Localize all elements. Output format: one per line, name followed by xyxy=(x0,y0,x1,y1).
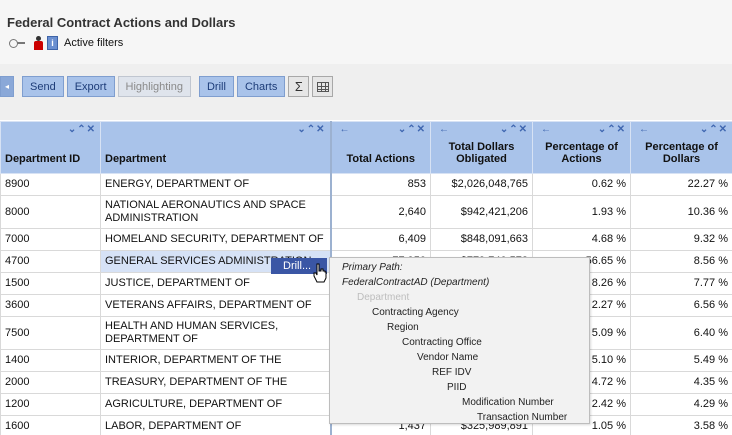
column-header[interactable]: ← ⌄⌃✕ Percentage of Actions xyxy=(532,121,631,174)
sort-controls-icon[interactable]: ⌄⌃✕ xyxy=(499,124,528,135)
table-cell[interactable]: TREASURY, DEPARTMENT OF THE xyxy=(100,371,331,394)
table-cell[interactable]: 4.68 % xyxy=(532,228,631,251)
table-view-icon[interactable] xyxy=(312,76,334,97)
column-header[interactable]: ⌄⌃✕ Department ID xyxy=(0,121,101,174)
sort-controls-icon[interactable]: ⌄⌃✕ xyxy=(297,124,326,135)
drill-menu-item[interactable]: PIID xyxy=(447,382,467,393)
drill-path-menu: Primary Path: FederalContractAD (Departm… xyxy=(329,257,590,424)
column-header[interactable]: ← ⌄⌃✕ Total Dollars Obligated xyxy=(430,121,533,174)
table-cell[interactable]: HEALTH AND HUMAN SERVICES, DEPARTMENT OF xyxy=(100,316,331,350)
table-cell[interactable]: LABOR, DEPARTMENT OF xyxy=(100,415,331,435)
table-cell[interactable]: 4700 xyxy=(0,250,101,273)
report-header: Federal Contract Actions and Dollars i A… xyxy=(0,0,732,64)
active-filters-label[interactable]: Active filters xyxy=(64,37,124,49)
table-cell[interactable]: 2,640 xyxy=(329,195,431,229)
table-cell[interactable]: $2,026,048,765 xyxy=(430,173,533,196)
user-icon[interactable] xyxy=(33,36,43,50)
send-button[interactable]: Send xyxy=(22,76,64,97)
move-left-icon[interactable]: ← xyxy=(639,124,650,135)
drill-menu-item[interactable]: Vendor Name xyxy=(417,352,479,363)
table-row[interactable]: 7000 HOMELAND SECURITY, DEPARTMENT OF 6,40… xyxy=(0,228,732,251)
table-cell[interactable]: 22.27 % xyxy=(630,173,732,196)
table-cell[interactable]: JUSTICE, DEPARTMENT OF xyxy=(100,272,331,295)
table-cell[interactable]: $848,091,663 xyxy=(430,228,533,251)
table-cell[interactable]: 8000 xyxy=(0,195,101,229)
table-cell[interactable]: 4.29 % xyxy=(630,393,732,416)
table-cell[interactable]: 6.40 % xyxy=(630,316,732,350)
table-cell[interactable]: AGRICULTURE, DEPARTMENT OF xyxy=(100,393,331,416)
hand-cursor-icon xyxy=(313,263,327,283)
table-cell[interactable]: NATIONAL AERONAUTICS AND SPACE ADMINISTR… xyxy=(100,195,331,229)
toolbar: ◂ Send Export Highlighting Drill Charts … xyxy=(0,76,336,97)
table-cell[interactable]: 1.93 % xyxy=(532,195,631,229)
table-cell[interactable]: 7500 xyxy=(0,316,101,350)
table-cell[interactable]: $942,421,206 xyxy=(430,195,533,229)
filters-bar: i Active filters xyxy=(9,35,123,51)
move-left-icon[interactable]: ← xyxy=(439,124,450,135)
table-cell[interactable]: 3.58 % xyxy=(630,415,732,435)
drill-popup-button[interactable]: Drill... xyxy=(271,258,327,274)
drill-menu-item[interactable]: REF IDV xyxy=(432,367,472,378)
table-row[interactable]: 8000 NATIONAL AERONAUTICS AND SPACE ADMIN… xyxy=(0,195,732,229)
table-cell[interactable]: 7000 xyxy=(0,228,101,251)
table-cell[interactable]: ENERGY, DEPARTMENT OF xyxy=(100,173,331,196)
table-cell[interactable]: 7.77 % xyxy=(630,272,732,295)
sort-controls-icon[interactable]: ⌄⌃✕ xyxy=(699,124,728,135)
column-header[interactable]: ⌄⌃✕ Department xyxy=(100,121,331,174)
table-row[interactable]: 8900 ENERGY, DEPARTMENT OF 853 $2,026,048,7… xyxy=(0,173,732,196)
table-cell[interactable]: 10.36 % xyxy=(630,195,732,229)
table-cell[interactable]: 1400 xyxy=(0,349,101,372)
move-left-icon[interactable]: ← xyxy=(541,124,552,135)
table-header-row: ⌄⌃✕ Department ID ⌄⌃✕ Department ← ⌄⌃✕ Total… xyxy=(0,121,732,174)
move-left-icon[interactable]: ← xyxy=(339,124,351,135)
primary-path-value: FederalContractAD (Department) xyxy=(342,277,490,288)
report-title: Federal Contract Actions and Dollars xyxy=(7,15,236,30)
charts-button[interactable]: Charts xyxy=(236,76,286,97)
table-cell[interactable]: 1200 xyxy=(0,393,101,416)
drill-menu-item[interactable]: Contracting Office xyxy=(402,337,482,348)
table-cell[interactable]: 5.49 % xyxy=(630,349,732,372)
drill-menu-item[interactable]: Modification Number xyxy=(462,397,554,408)
table-cell[interactable]: 1600 xyxy=(0,415,101,435)
drill-button[interactable]: Drill xyxy=(198,76,234,97)
table-cell[interactable]: HOMELAND SECURITY, DEPARTMENT OF xyxy=(100,228,331,251)
table-cell[interactable]: 2000 xyxy=(0,371,101,394)
column-header[interactable]: ← ⌄⌃✕ Percentage of Dollars xyxy=(630,121,732,174)
table-cell[interactable]: 4.35 % xyxy=(630,371,732,394)
column-header[interactable]: ← ⌄⌃✕ Total Actions xyxy=(329,121,431,174)
sort-controls-icon[interactable]: ⌄⌃✕ xyxy=(397,124,426,135)
drill-menu-item[interactable]: Contracting Agency xyxy=(372,307,459,318)
highlighting-button[interactable]: Highlighting xyxy=(117,76,191,97)
table-cell[interactable]: 853 xyxy=(329,173,431,196)
primary-path-label: Primary Path: xyxy=(342,262,403,273)
table-cell[interactable]: 0.62 % xyxy=(532,173,631,196)
toolbar-collapse-handle[interactable]: ◂ xyxy=(0,76,14,97)
key-icon[interactable] xyxy=(9,38,25,48)
info-icon[interactable]: i xyxy=(47,36,58,50)
export-button[interactable]: Export xyxy=(66,76,115,97)
table-cell[interactable]: VETERANS AFFAIRS, DEPARTMENT OF xyxy=(100,294,331,317)
table-cell[interactable]: 6,409 xyxy=(329,228,431,251)
table-cell[interactable]: 9.32 % xyxy=(630,228,732,251)
table-cell[interactable]: 6.56 % xyxy=(630,294,732,317)
table-cell[interactable]: 1500 xyxy=(0,272,101,295)
sum-icon[interactable]: Σ xyxy=(288,76,310,97)
table-cell[interactable]: 8900 xyxy=(0,173,101,196)
drill-menu-item[interactable]: Transaction Number xyxy=(477,412,568,423)
drill-menu-item: Department xyxy=(357,292,410,303)
table-cell[interactable]: 3600 xyxy=(0,294,101,317)
table-cell[interactable]: 8.56 % xyxy=(630,250,732,273)
table-cell[interactable]: INTERIOR, DEPARTMENT OF THE xyxy=(100,349,331,372)
sort-controls-icon[interactable]: ⌄⌃✕ xyxy=(597,124,626,135)
drill-menu-item[interactable]: Region xyxy=(387,322,419,333)
sort-controls-icon[interactable]: ⌄⌃✕ xyxy=(67,124,96,135)
